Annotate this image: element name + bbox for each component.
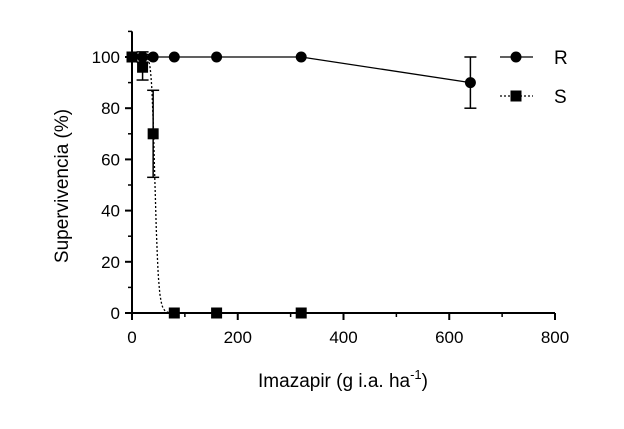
legend-label-s: S <box>554 87 567 108</box>
fit-curves <box>132 56 471 314</box>
x-tick-label: 200 <box>224 328 252 347</box>
data-point-r <box>168 51 180 63</box>
y-tick-label: 80 <box>101 99 120 118</box>
y-tick-label: 0 <box>111 304 120 323</box>
error-bars <box>136 51 477 179</box>
y-tick-label: 100 <box>92 48 120 67</box>
x-tick-label: 400 <box>329 328 357 347</box>
data-point-r <box>147 51 159 63</box>
axes: 0 20 40 60 80 100 0 200 400 600 800 <box>92 30 569 347</box>
data-points <box>126 51 476 319</box>
x-axis-title: Imazapir (g i.a. ha-1) <box>258 367 428 392</box>
data-point-r <box>464 77 476 89</box>
data-point-s <box>211 307 223 319</box>
y-axis-title: Supervivencia (%) <box>52 109 73 263</box>
legend: RS <box>500 48 568 108</box>
y-tick-label: 60 <box>101 150 120 169</box>
data-point-r <box>211 51 223 63</box>
x-tick-label: 600 <box>435 328 463 347</box>
x-tick-label: 800 <box>541 328 569 347</box>
data-point-r <box>137 51 149 63</box>
y-tick-label: 20 <box>101 253 120 272</box>
data-point-s <box>147 128 159 140</box>
data-point-r <box>295 51 307 63</box>
data-point-s <box>126 51 138 63</box>
data-point-s <box>137 61 149 73</box>
data-point-s <box>295 307 307 319</box>
legend-marker-r <box>510 51 522 63</box>
legend-marker-s <box>510 90 522 102</box>
legend-label-r: R <box>554 48 568 69</box>
series-s-curve <box>132 56 302 314</box>
y-tick-label: 40 <box>101 202 120 221</box>
data-point-s <box>168 307 180 319</box>
x-tick-label: 0 <box>127 328 136 347</box>
